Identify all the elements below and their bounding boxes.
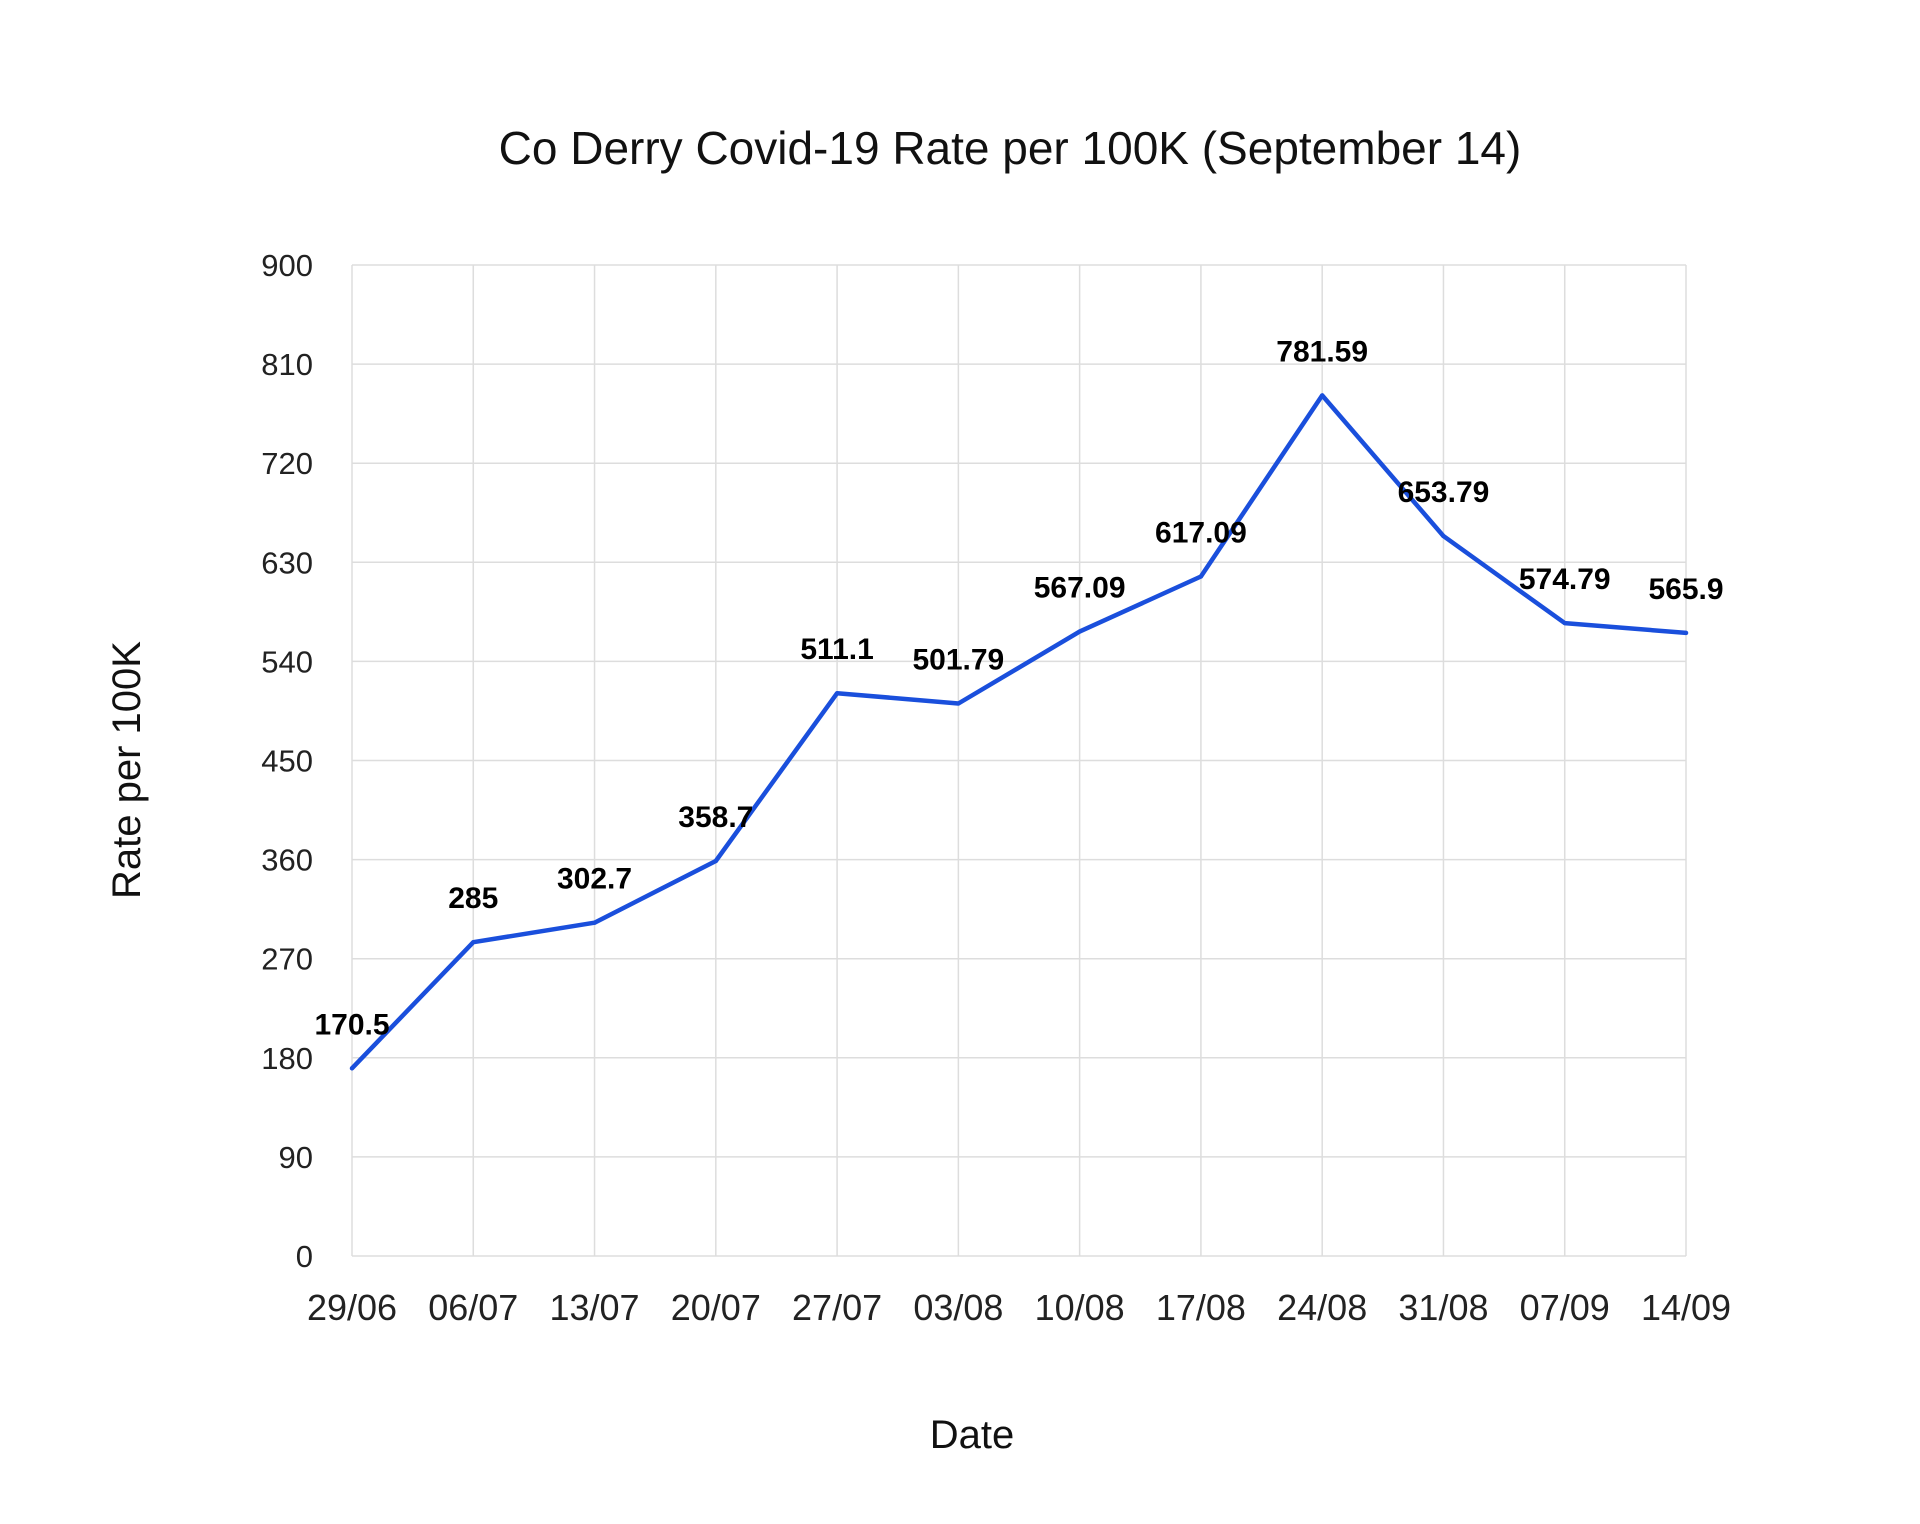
data-label: 501.79 bbox=[912, 643, 1004, 676]
gridlines bbox=[351, 264, 1687, 1257]
data-label: 617.09 bbox=[1155, 517, 1247, 550]
y-tick-label: 180 bbox=[261, 1041, 313, 1076]
x-tick-label: 13/07 bbox=[549, 1287, 639, 1328]
x-tick-label: 29/06 bbox=[307, 1287, 397, 1328]
x-tick-label: 27/07 bbox=[792, 1287, 882, 1328]
y-tick-label: 900 bbox=[261, 248, 313, 283]
data-label: 781.59 bbox=[1276, 335, 1368, 368]
x-tick-label: 14/09 bbox=[1641, 1287, 1731, 1328]
data-label: 170.5 bbox=[314, 1008, 389, 1041]
y-tick-label: 630 bbox=[261, 545, 313, 580]
x-tick-label: 06/07 bbox=[428, 1287, 518, 1328]
x-tick-label: 03/08 bbox=[913, 1287, 1003, 1328]
data-label: 511.1 bbox=[800, 633, 873, 666]
y-tick-label: 720 bbox=[261, 446, 313, 481]
data-point bbox=[956, 701, 961, 706]
data-point bbox=[1198, 574, 1203, 579]
data-label: 302.7 bbox=[557, 863, 632, 896]
x-axis-ticks: 29/06 06/07 13/07 20/07 27/07 03/08 10/08 17/08… bbox=[307, 1287, 1731, 1328]
data-label: 285 bbox=[448, 882, 498, 915]
x-tick-label: 17/08 bbox=[1156, 1287, 1246, 1328]
data-point bbox=[1441, 534, 1446, 539]
data-point bbox=[1320, 393, 1325, 398]
data-point bbox=[835, 691, 840, 696]
x-tick-label: 31/08 bbox=[1398, 1287, 1488, 1328]
data-label: 358.7 bbox=[678, 801, 753, 834]
data-point bbox=[1684, 630, 1688, 635]
x-tick-label: 20/07 bbox=[671, 1287, 761, 1328]
y-tick-label: 450 bbox=[261, 744, 313, 779]
x-tick-label: 10/08 bbox=[1035, 1287, 1125, 1328]
data-point bbox=[471, 940, 476, 945]
data-point bbox=[713, 859, 718, 864]
data-label: 567.09 bbox=[1034, 572, 1126, 605]
data-label: 653.79 bbox=[1398, 476, 1490, 509]
series-layer bbox=[349, 393, 1689, 1071]
data-point bbox=[1562, 621, 1567, 626]
y-axis-ticks: 0 90 180 270 360 450 540 630 720 810 900 bbox=[261, 248, 313, 1274]
y-tick-label: 90 bbox=[279, 1140, 313, 1175]
y-tick-label: 270 bbox=[261, 942, 313, 977]
y-tick-label: 540 bbox=[261, 644, 313, 679]
series-line bbox=[349, 393, 1689, 1071]
chart-title: Co Derry Covid-19 Rate per 100K (Septemb… bbox=[499, 122, 1522, 174]
y-tick-label: 810 bbox=[261, 347, 313, 382]
x-axis-title: Date bbox=[930, 1413, 1015, 1457]
data-point bbox=[350, 1066, 354, 1071]
y-axis-title: Rate per 100K bbox=[105, 641, 149, 899]
y-tick-label: 0 bbox=[296, 1239, 313, 1274]
data-point bbox=[1077, 629, 1082, 634]
x-tick-label: 24/08 bbox=[1277, 1287, 1367, 1328]
data-label: 565.9 bbox=[1648, 573, 1723, 606]
data-label: 574.79 bbox=[1519, 563, 1611, 596]
data-labels: 170.5 285 302.7 358.7 511.1 501.79 567.09 617.0… bbox=[314, 335, 1723, 1041]
y-tick-label: 360 bbox=[261, 843, 313, 878]
data-point bbox=[592, 920, 597, 925]
x-tick-label: 07/09 bbox=[1520, 1287, 1610, 1328]
